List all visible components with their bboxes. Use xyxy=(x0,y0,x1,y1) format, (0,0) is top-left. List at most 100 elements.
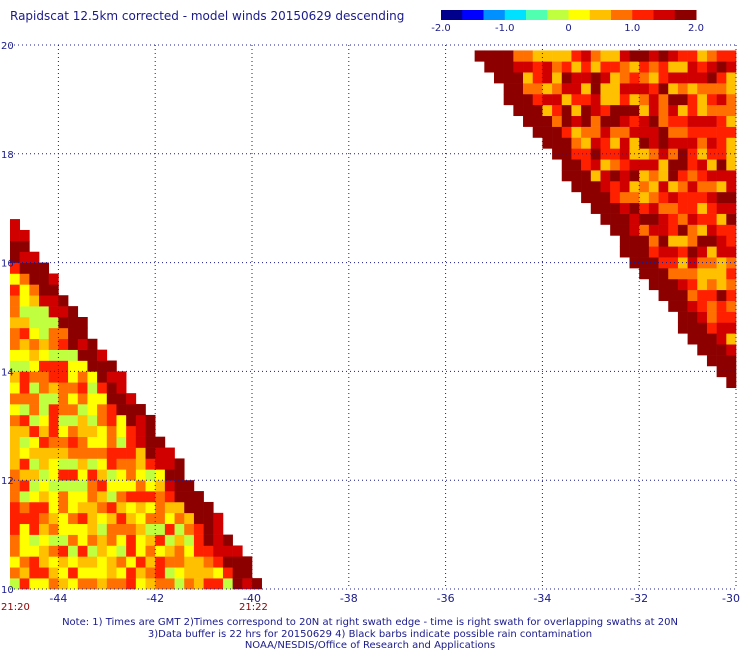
data-cell xyxy=(590,170,601,182)
data-cell xyxy=(19,284,30,296)
data-cell xyxy=(697,246,708,258)
colorbar-tick-label: 0 xyxy=(565,23,571,34)
data-cell xyxy=(648,213,659,225)
data-cell xyxy=(39,371,50,383)
data-cell xyxy=(658,115,669,127)
data-cell xyxy=(184,534,195,546)
data-cell xyxy=(145,469,156,481)
data-cell xyxy=(68,512,79,525)
data-cell xyxy=(19,371,30,383)
data-cell xyxy=(542,93,553,106)
data-cell xyxy=(10,251,20,263)
data-cell xyxy=(590,148,601,160)
data-cell xyxy=(10,578,20,590)
data-cell xyxy=(648,115,659,127)
data-cell xyxy=(571,126,582,138)
data-cell xyxy=(658,224,669,236)
data-cell xyxy=(571,104,582,117)
data-cell xyxy=(706,300,717,312)
data-cell xyxy=(184,567,195,579)
data-cell xyxy=(600,148,611,160)
data-cell xyxy=(106,360,117,372)
data-cell xyxy=(97,404,108,416)
data-cell xyxy=(716,104,727,117)
data-cell xyxy=(10,284,20,296)
data-cell xyxy=(677,311,688,323)
colorbar-tick-label: 2.0 xyxy=(688,23,704,34)
data-cell xyxy=(193,534,204,546)
data-cell xyxy=(726,344,737,356)
data-cell xyxy=(77,327,88,340)
data-cell xyxy=(39,327,50,340)
data-cell xyxy=(87,447,98,459)
data-cell xyxy=(145,567,156,579)
data-cell xyxy=(68,523,79,535)
data-cell xyxy=(561,170,572,182)
data-cell xyxy=(68,327,79,340)
data-cell xyxy=(135,414,146,427)
data-cell xyxy=(10,295,20,307)
data-cell xyxy=(629,246,640,258)
data-cell xyxy=(639,61,650,73)
data-cell xyxy=(581,126,592,138)
data-cell xyxy=(68,469,79,481)
data-cell xyxy=(77,534,88,546)
data-cell xyxy=(571,170,582,182)
data-cell xyxy=(697,181,708,193)
data-cell xyxy=(658,268,669,280)
data-cell xyxy=(174,556,185,568)
data-cell xyxy=(29,393,40,405)
data-cell xyxy=(706,322,717,334)
data-cell xyxy=(77,512,88,525)
data-cell xyxy=(116,436,127,448)
data-cell xyxy=(58,360,69,372)
data-cell xyxy=(77,578,88,590)
data-cell xyxy=(87,458,98,470)
data-cell xyxy=(77,480,88,492)
data-cell xyxy=(552,72,563,84)
data-cell xyxy=(658,137,669,149)
data-cell xyxy=(706,213,717,225)
data-cell xyxy=(39,567,50,579)
data-cell xyxy=(58,491,69,503)
data-cell xyxy=(48,578,59,590)
data-cell xyxy=(10,545,20,557)
data-cell xyxy=(184,523,195,535)
data-cell xyxy=(135,491,146,503)
data-cell xyxy=(706,289,717,301)
data-cell xyxy=(97,349,108,361)
data-cell xyxy=(174,534,185,546)
data-cell xyxy=(193,491,204,503)
data-cell xyxy=(716,365,727,378)
data-cell xyxy=(106,458,117,470)
data-cell xyxy=(164,545,175,557)
data-cell xyxy=(726,181,737,193)
data-cell xyxy=(561,83,572,95)
data-cell xyxy=(697,311,708,323)
data-cell xyxy=(19,295,30,307)
data-cell xyxy=(532,126,543,138)
data-cell xyxy=(581,115,592,127)
data-cell xyxy=(648,202,659,214)
data-cell xyxy=(677,191,688,204)
data-cell xyxy=(222,567,233,579)
data-cell xyxy=(610,181,621,193)
data-cell xyxy=(155,501,166,514)
data-cell xyxy=(697,224,708,236)
data-cell xyxy=(77,523,88,535)
data-cell xyxy=(706,93,717,106)
data-cell xyxy=(687,289,698,301)
colorbar-segment xyxy=(674,10,697,20)
data-cell xyxy=(174,469,185,481)
data-cell xyxy=(716,170,727,182)
data-cell xyxy=(87,556,98,568)
data-cell xyxy=(552,148,563,160)
data-cell xyxy=(222,545,233,557)
data-cell xyxy=(687,202,698,214)
data-cell xyxy=(726,104,737,117)
data-cell xyxy=(590,72,601,84)
data-cell xyxy=(668,202,679,214)
data-cell xyxy=(106,425,117,437)
data-cell xyxy=(726,191,737,204)
data-cell xyxy=(523,115,534,127)
